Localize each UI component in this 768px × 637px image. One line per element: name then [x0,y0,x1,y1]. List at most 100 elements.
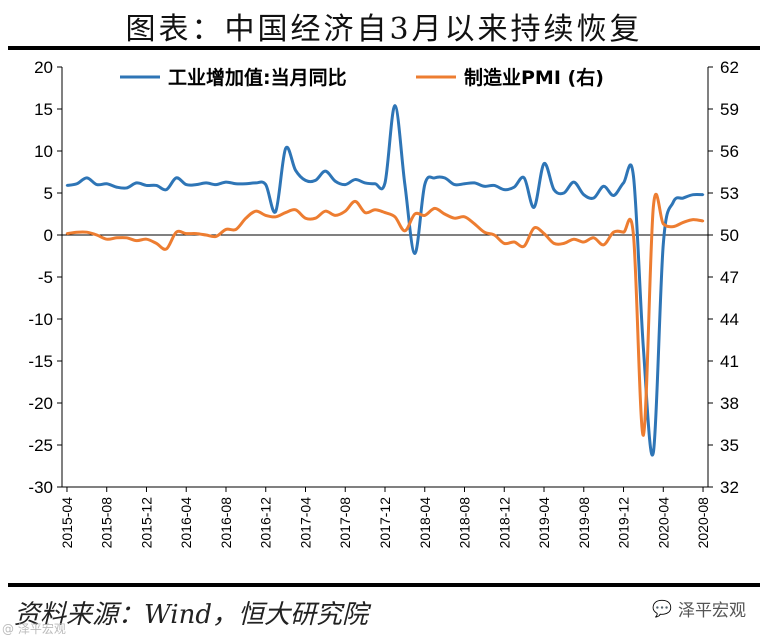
industry-point [105,182,108,185]
industry-point [562,191,566,195]
pmi-point [662,222,665,225]
x-tick-label: 2016-08 [218,497,234,549]
source-note: 资料来源：Wind，恒大研究院 [14,600,368,630]
x-tick-label: 2018-08 [457,497,473,549]
corner-watermark: @ 泽平宏观 [2,622,66,636]
pmi-point [105,238,108,241]
industry-point [662,243,665,246]
pmi-point [542,232,546,235]
pmi-point [632,233,635,237]
wechat-icon: 💬 [652,599,672,618]
industry-point [194,183,198,186]
pmi-point [234,228,238,231]
industry-point [95,183,98,186]
industry-point [413,252,417,255]
left-tick-label: -30 [28,478,53,497]
pmi-point [433,207,436,210]
pmi-point [652,205,655,209]
pmi-point [284,211,287,214]
pmi-point [115,236,118,239]
industry-point [453,183,456,186]
pmi-point [304,217,307,220]
pmi-point [165,247,168,251]
pmi-point [185,232,188,235]
pmi-point [602,243,605,246]
industry-point [393,104,397,107]
chart-legend: 工业增加值:当月同比 制造业PMI (右) [120,66,604,89]
industry-point [632,175,635,178]
industry-point [522,176,526,180]
pmi-point [324,210,327,213]
right-tick-label: 38 [720,394,739,413]
industry-point [433,176,436,180]
industry-point [383,181,387,185]
industry-point [135,181,138,185]
bottom-rule [8,583,760,587]
pmi-point [294,208,297,211]
left-tick-label: -15 [28,352,53,371]
pmi-point [612,231,615,234]
x-tick-label: 2017-12 [377,497,393,549]
industry-point [234,182,238,185]
right-tick-label: 35 [720,436,739,455]
chart-axes [61,67,709,488]
industry-point [353,178,357,181]
industry-point [612,194,615,197]
chart-title: 图表：中国经济自3月以来持续恢复 [125,12,643,47]
pmi-point [353,200,357,203]
pmi-point [453,217,456,220]
pmi-point [672,225,675,228]
watermark: 💬 泽平宏观 [652,596,746,621]
industry-point [125,186,128,190]
pmi-point [145,238,148,241]
left-tick-label: -5 [38,268,53,287]
pmi-point [224,228,228,231]
industry-point [175,176,178,180]
pmi-point [373,208,377,211]
pmi-point [85,231,89,234]
industry-point [334,180,337,183]
right-tick-label: 44 [720,310,739,329]
pmi-point [155,242,158,245]
industry-point [423,183,426,186]
pmi-point [65,232,69,235]
x-tick-label: 2016-12 [258,497,274,549]
pmi-point [393,215,397,218]
right-tick-label: 62 [720,58,739,77]
industry-point [284,147,287,150]
x-tick-label: 2019-08 [576,497,592,549]
industry-point [513,185,516,189]
right-tick-label: 53 [720,184,739,203]
industry-point [622,181,625,185]
industry-point [155,184,158,187]
pmi-point [503,242,506,245]
industry-point [443,176,446,180]
industry-point [65,184,69,187]
pmi-point [125,236,128,239]
industry-point [642,347,645,350]
top-rule [8,46,760,50]
pmi-point [552,242,556,245]
left-axis-ticks: 20 15 10 5 0 -5 -10 -15 -20 -25 -30 [28,58,62,497]
pmi-point [403,229,407,232]
pmi-point [582,240,585,244]
pmi-point [681,221,685,224]
industry-point [145,184,148,187]
pmi-point [334,214,337,217]
industry-point [254,181,257,185]
pmi-point [254,210,257,213]
series-lines [65,104,705,457]
x-tick-label: 2017-04 [297,497,313,549]
industry-point [224,180,228,184]
pmi-point [691,218,695,221]
legend-label-industry: 工业增加值:当月同比 [168,66,347,89]
x-tick-label: 2020-04 [655,497,671,549]
watermark-text: 泽平宏观 [678,601,746,621]
x-axis-ticks: 2015-04 2015-08 2015-12 2016-04 2016-08 2016-… [59,487,711,548]
pmi-point [194,232,198,235]
pmi-point [622,231,625,234]
pmi-point [314,217,317,220]
industry-point [542,162,546,165]
industry-point [314,179,317,182]
